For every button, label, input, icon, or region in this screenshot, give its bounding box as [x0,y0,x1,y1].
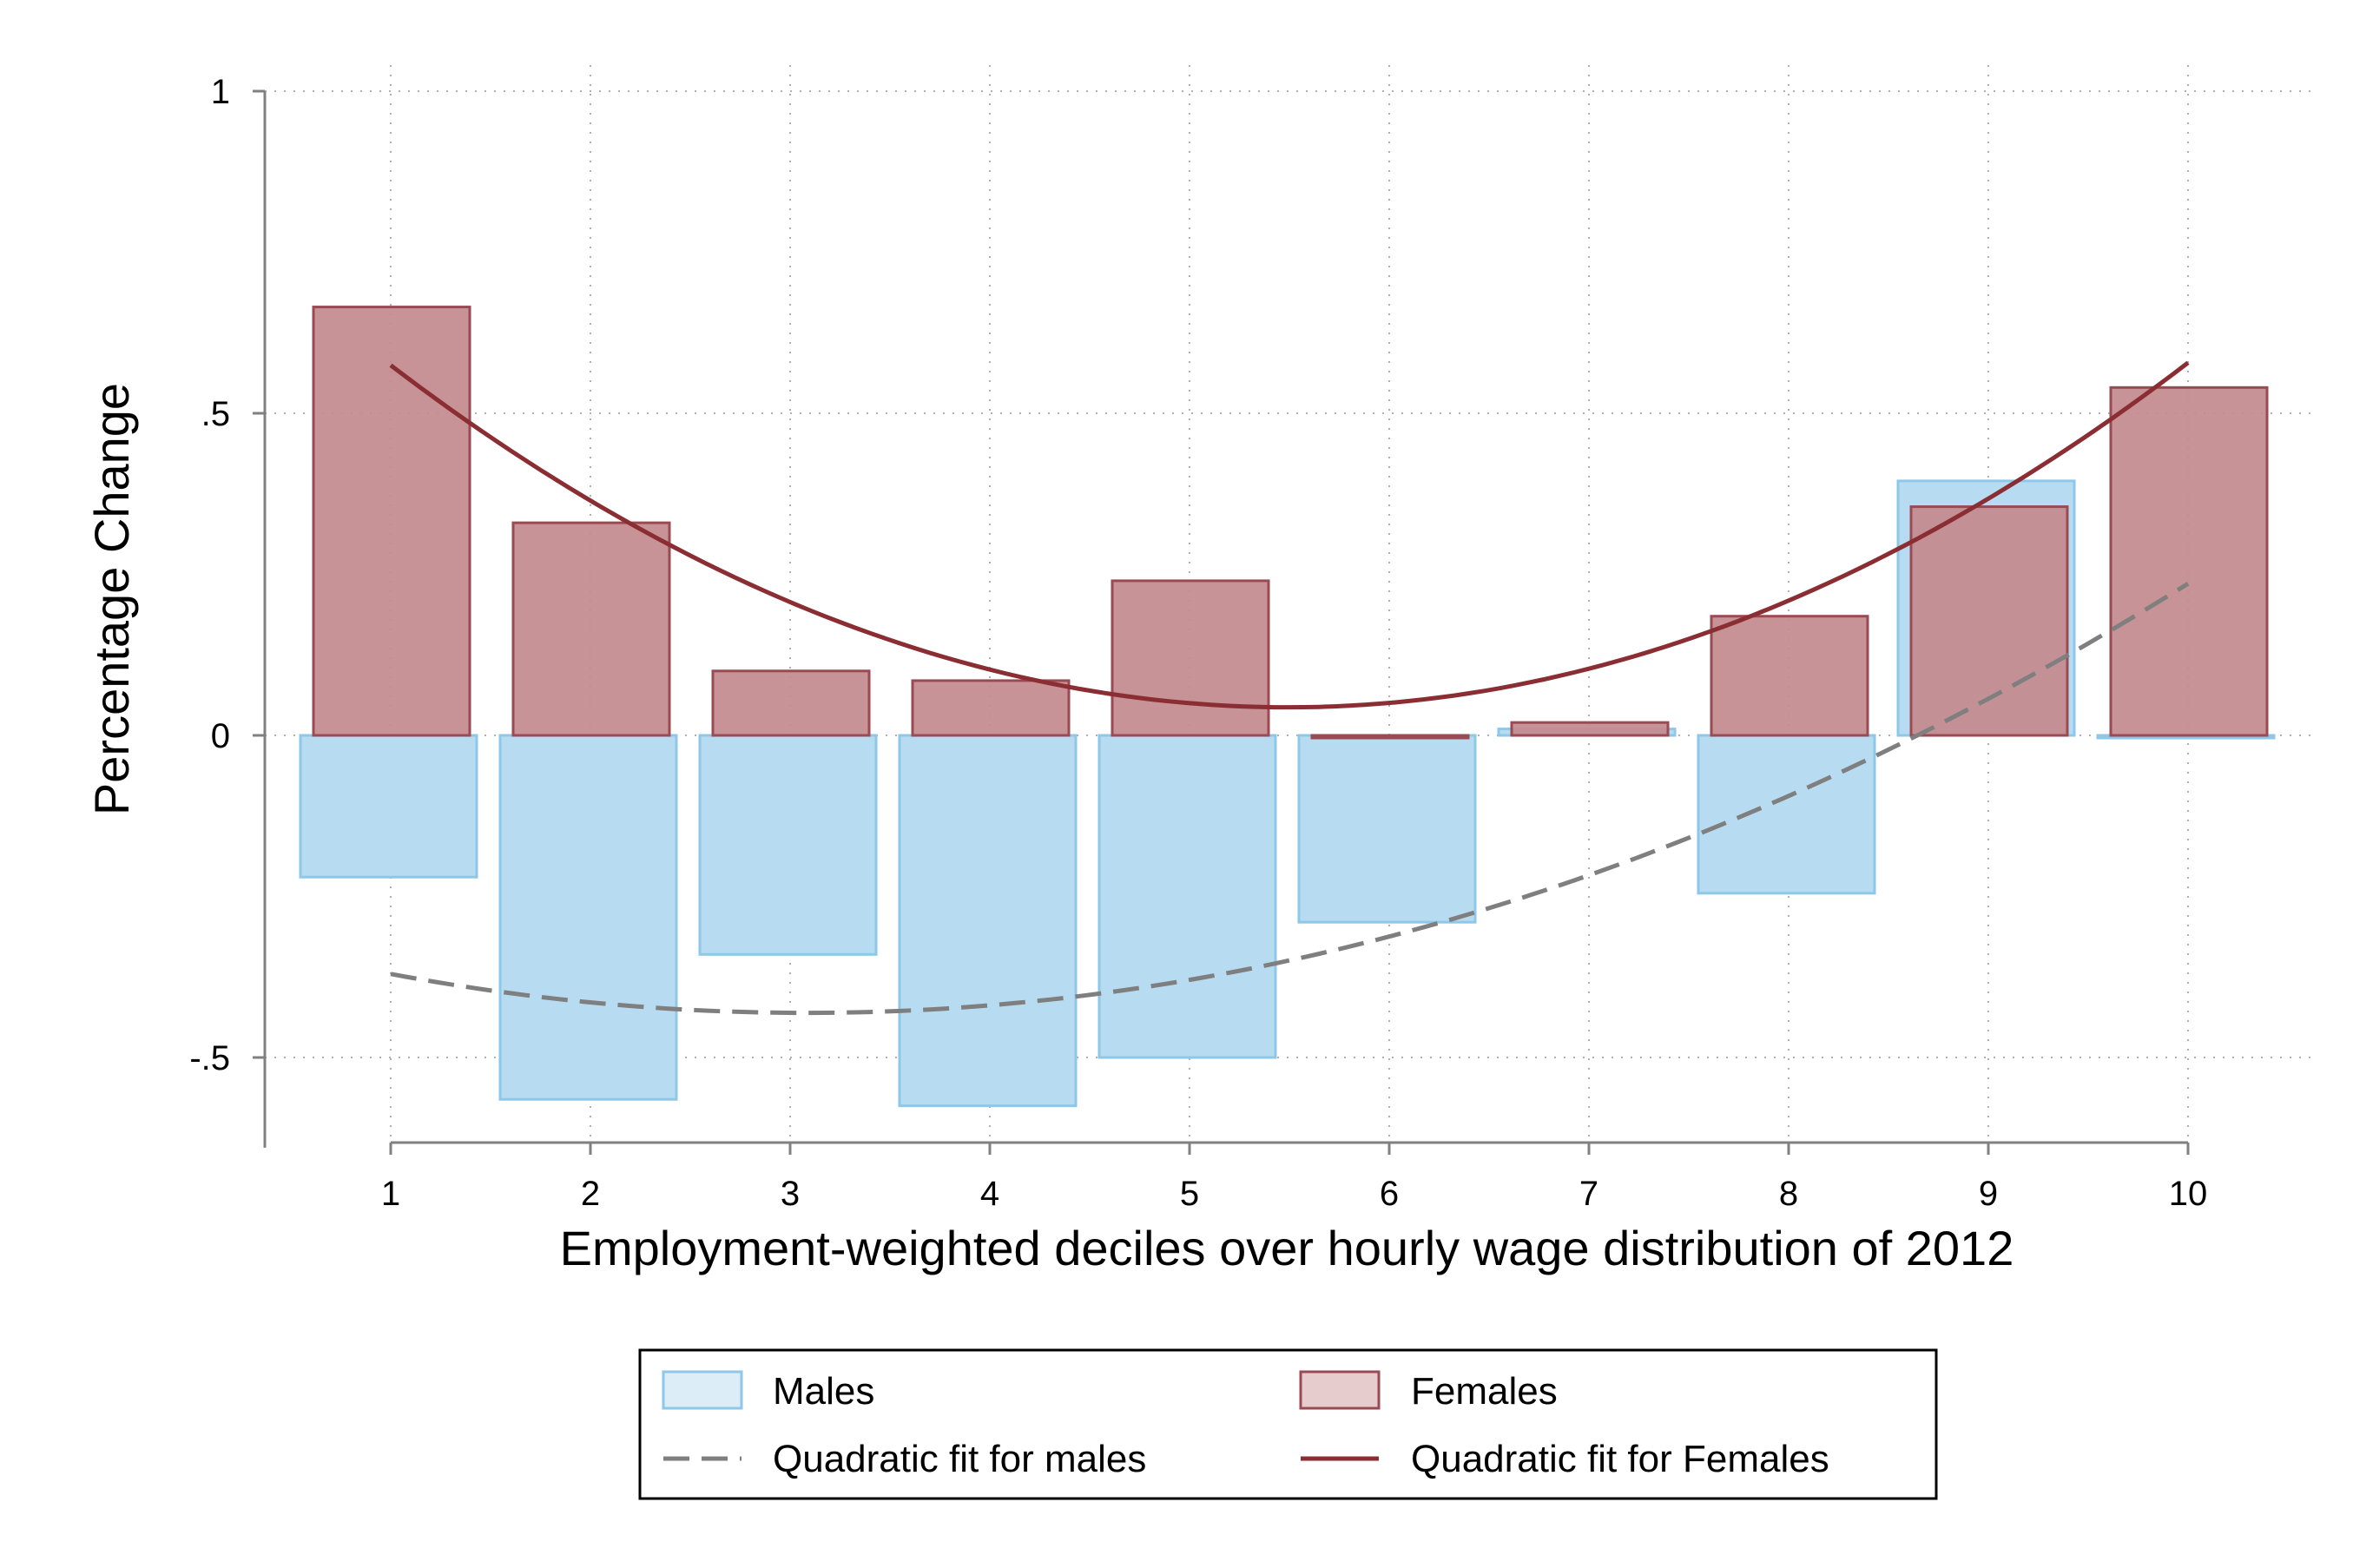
bar-males-2 [498,734,678,1101]
tick-labels: -.5 0 .5 1 1 2 3 4 5 6 7 8 9 10 [189,73,2207,1213]
bar-females-2 [511,521,671,737]
x-tick-label-3: 4 [980,1175,999,1213]
bar-females-1 [312,306,471,737]
x-tick-label-8: 9 [1979,1175,1998,1213]
x-tick-label-1: 2 [581,1175,600,1213]
legend-swatch-males [662,1370,743,1410]
bar-males-5 [1097,734,1277,1059]
bar-females-6 [1310,734,1470,740]
x-tick-label-7: 8 [1779,1175,1798,1213]
bar-females-5 [1111,579,1270,737]
x-axis-title: Employment-weighted deciles over hourly … [560,1221,2014,1275]
y-tick-label-0: -.5 [189,1039,230,1077]
fit-line-females [389,360,2190,710]
x-tick-label-2: 3 [781,1175,800,1213]
legend-label-female-fit: Quadratic fit for Females [1411,1438,1829,1480]
x-tick-label-4: 5 [1180,1175,1199,1213]
bar-females-10 [2109,385,2269,737]
y-tick-label-1: 0 [211,717,230,755]
bar-females-9 [1909,505,2069,737]
legend-label-male-fit: Quadratic fit for males [773,1438,1146,1480]
axes [253,89,2190,1155]
legend: Males Females Quadratic fit for males Qu… [638,1348,1938,1500]
fit-lines [389,360,2190,1016]
females-bars [312,306,2269,740]
x-tick-label-9: 10 [2169,1175,2208,1213]
fit-line-males [390,582,2190,1016]
bar-females-7 [1510,721,1670,737]
bar-females-8 [1710,615,1869,737]
x-tick-label-6: 7 [1579,1175,1598,1213]
x-tick-label-5: 6 [1380,1175,1399,1213]
bar-males-8 [1697,734,1876,895]
x-tick-label-0: 1 [381,1175,400,1213]
y-tick-label-3: 1 [211,73,230,111]
legend-box [638,1348,1938,1500]
bar-males-4 [898,734,1078,1108]
bar-males-1 [299,734,478,879]
legend-label-females: Females [1411,1370,1558,1413]
legend-label-males: Males [773,1370,874,1413]
bar-males-3 [698,734,878,956]
y-axis-title: Percentage Change [84,383,139,815]
bar-females-4 [911,679,1071,737]
legend-swatch-females [1299,1370,1381,1410]
y-tick-label-2: .5 [201,395,230,433]
bar-females-3 [711,669,871,737]
bar-males-6 [1297,734,1477,924]
